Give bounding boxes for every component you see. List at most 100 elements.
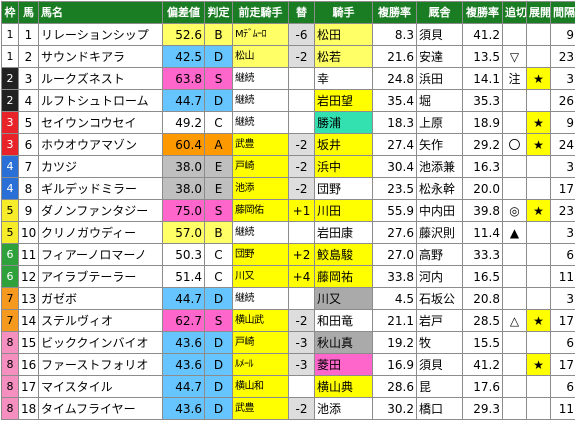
kae-cell [288,111,315,134]
kankaku-cell: 23 [550,199,575,222]
kae-cell [288,221,315,244]
horse-name-cell: リレーションシップ [38,23,163,46]
uma-cell: 2 [18,45,39,68]
header-hensachi[interactable]: 偏差値 [162,1,205,24]
horse-name-cell: ファーストフォリオ [38,353,163,376]
rank-cell: D [204,89,233,112]
prev-jockey-cell: 藤岡佑 [232,199,289,222]
rank-cell: C [204,243,233,266]
jockey-cell: 鮫島駿 [314,243,373,266]
hensachi-cell: 42.5 [162,45,205,68]
uma-cell: 12 [18,265,39,288]
horse-name-cell: ルフトシュトローム [38,89,163,112]
jockey-rate-cell: 27.4 [372,133,417,156]
hensachi-cell: 57.0 [162,221,205,244]
header-waku[interactable]: 枠 [1,1,19,24]
table-header-row: 枠 馬 馬名 偏差値 判定 前走騎手 替 騎手 複勝率 厩舎 複勝率 追切 展開… [1,1,575,24]
table-row[interactable]: 4 7 カツジ 38.0 E 戸崎 -2 浜中 30.4 池添兼 16.3 3 [1,155,575,178]
header-kae[interactable]: 替 [288,1,315,24]
table-row[interactable]: 2 3 ルークズネスト 63.8 S 継続幸 24.8 浜田 14.1 注 ★ 3 [1,67,575,90]
header-hantei[interactable]: 判定 [204,1,233,24]
stable-rate-cell: 16.5 [462,265,503,288]
table-row[interactable]: 7 13 ガゼボ 44.7 D 継続 川又 4.5 石坂公 20.8 3 [1,287,575,310]
kankaku-cell: 3 [550,287,575,310]
header-uma[interactable]: 馬 [18,1,39,24]
header-stable-rate[interactable]: 複勝率 [462,1,503,24]
header-name[interactable]: 馬名 [38,1,163,24]
oikiri-cell [502,353,527,376]
jockey-cell: 藤岡祐 [314,265,373,288]
jockey-rate-cell: 35.4 [372,89,417,112]
hensachi-cell: 63.8 [162,67,205,90]
rank-cell: E [204,177,233,200]
oikiri-cell [502,89,527,112]
header-tenkai[interactable]: 展開 [526,1,551,24]
header-jockey[interactable]: 騎手 [314,1,373,24]
stable-cell: 上原 [416,111,463,134]
hensachi-cell: 49.2 [162,111,205,134]
table-row[interactable]: 5 10 クリノガウディー 57.0 B 継続 岩田康 27.6 藤沢則 11.4 ▲ 3 [1,221,575,244]
horse-name-cell: ステルヴィオ [38,309,163,332]
prev-jockey-cell: 継続 [232,221,289,244]
prev-jockey-cell: 横山和 [232,375,289,398]
oikiri-cell: ▲ [502,221,527,244]
jockey-cell: 岩田望 [314,89,373,112]
waku-cell: 3 [1,111,19,134]
jockey-rate-cell: 16.9 [372,353,417,376]
stable-rate-cell: 29.2 [462,133,503,156]
rank-cell: E [204,155,233,178]
stable-cell: 昆 [416,375,463,398]
tenkai-cell [526,221,551,244]
hensachi-cell: 38.0 [162,155,205,178]
header-oikiri[interactable]: 追切 [502,1,527,24]
oikiri-cell: △ [502,309,527,332]
tenkai-cell: ★ [526,67,551,90]
horse-name-cell: ダノンファンタジー [38,199,163,222]
uma-cell: 16 [18,353,39,376]
oikiri-cell: 注 [502,67,527,90]
kankaku-cell: 11 [550,397,575,420]
tenkai-cell [526,23,551,46]
header-kyusha[interactable]: 厩舎 [416,1,463,24]
stable-rate-cell: 39.8 [462,199,503,222]
header-fukushoritsu[interactable]: 複勝率 [372,1,417,24]
kankaku-cell: 9 [550,111,575,134]
horse-name-cell: ビッククインバイオ [38,331,163,354]
prev-jockey-cell: 池添 [232,177,289,200]
tenkai-cell [526,155,551,178]
prev-jockey-cell: ﾙﾒｰﾙ [232,353,289,376]
tenkai-cell [526,375,551,398]
horse-name-cell: ルークズネスト [38,67,163,90]
horse-name-cell: マイスタイル [38,375,163,398]
kae-cell: -6 [288,23,315,46]
horse-name-cell: フィアーノロマーノ [38,243,163,266]
waku-cell: 8 [1,331,19,354]
tenkai-cell: ★ [526,111,551,134]
tenkai-cell [526,265,551,288]
header-kankaku[interactable]: 間隔 [550,1,575,24]
stable-cell: 矢作 [416,133,463,156]
hensachi-cell: 38.0 [162,177,205,200]
header-prev-jockey[interactable]: 前走騎手 [232,1,289,24]
rank-cell: D [204,45,233,68]
stable-cell: 岩戸 [416,309,463,332]
kae-cell: -2 [288,45,315,68]
kankaku-cell: 23 [550,45,575,68]
kankaku-cell: 24 [550,133,575,156]
rank-cell: S [204,199,233,222]
oikiri-cell [502,111,527,134]
